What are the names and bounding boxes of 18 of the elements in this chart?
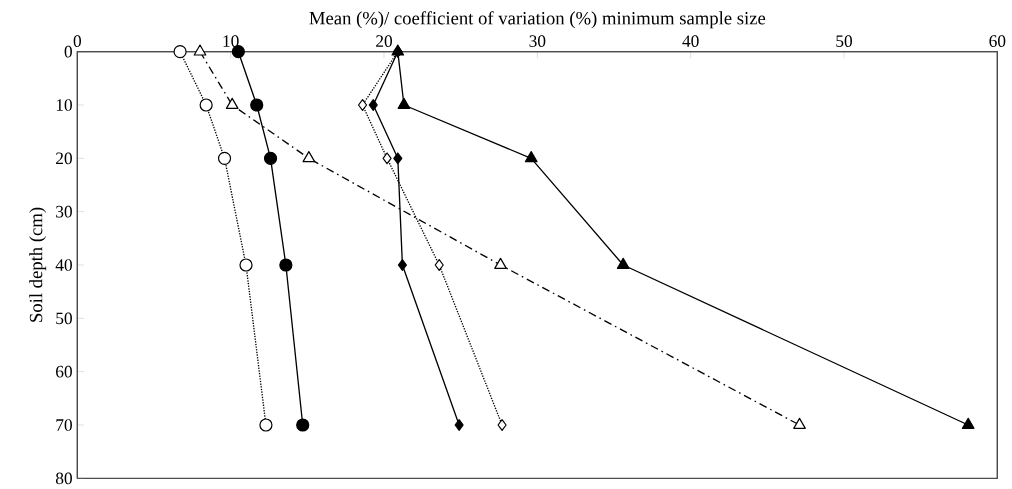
y-tick-label: 0	[64, 45, 72, 58]
y-tick-label: 40	[55, 259, 72, 271]
y-tick-label: 60	[56, 365, 72, 378]
x-tick-label: 30	[529, 35, 546, 47]
y-tick-label: 10	[56, 99, 72, 111]
x-tick-label: 60	[989, 35, 1006, 47]
y-tick-label: 20	[56, 152, 72, 165]
y-tick-label: 80	[55, 472, 72, 485]
x-tick-label: 20	[376, 35, 393, 47]
y-tick-label: 70	[56, 419, 72, 431]
x-axis-title: Mean (%)/ coefficient of variation (%) minimum sample size	[309, 11, 766, 29]
x-tick-label: 10	[223, 35, 239, 47]
x-tick-label: 0	[73, 35, 82, 47]
y-tick-label: 30	[56, 205, 72, 218]
x-tick-label: 40	[682, 35, 699, 47]
y-tick-label: 50	[56, 312, 72, 325]
x-tick-label: 50	[836, 35, 853, 47]
y-axis-title: Soil depth (cm)	[29, 207, 47, 322]
